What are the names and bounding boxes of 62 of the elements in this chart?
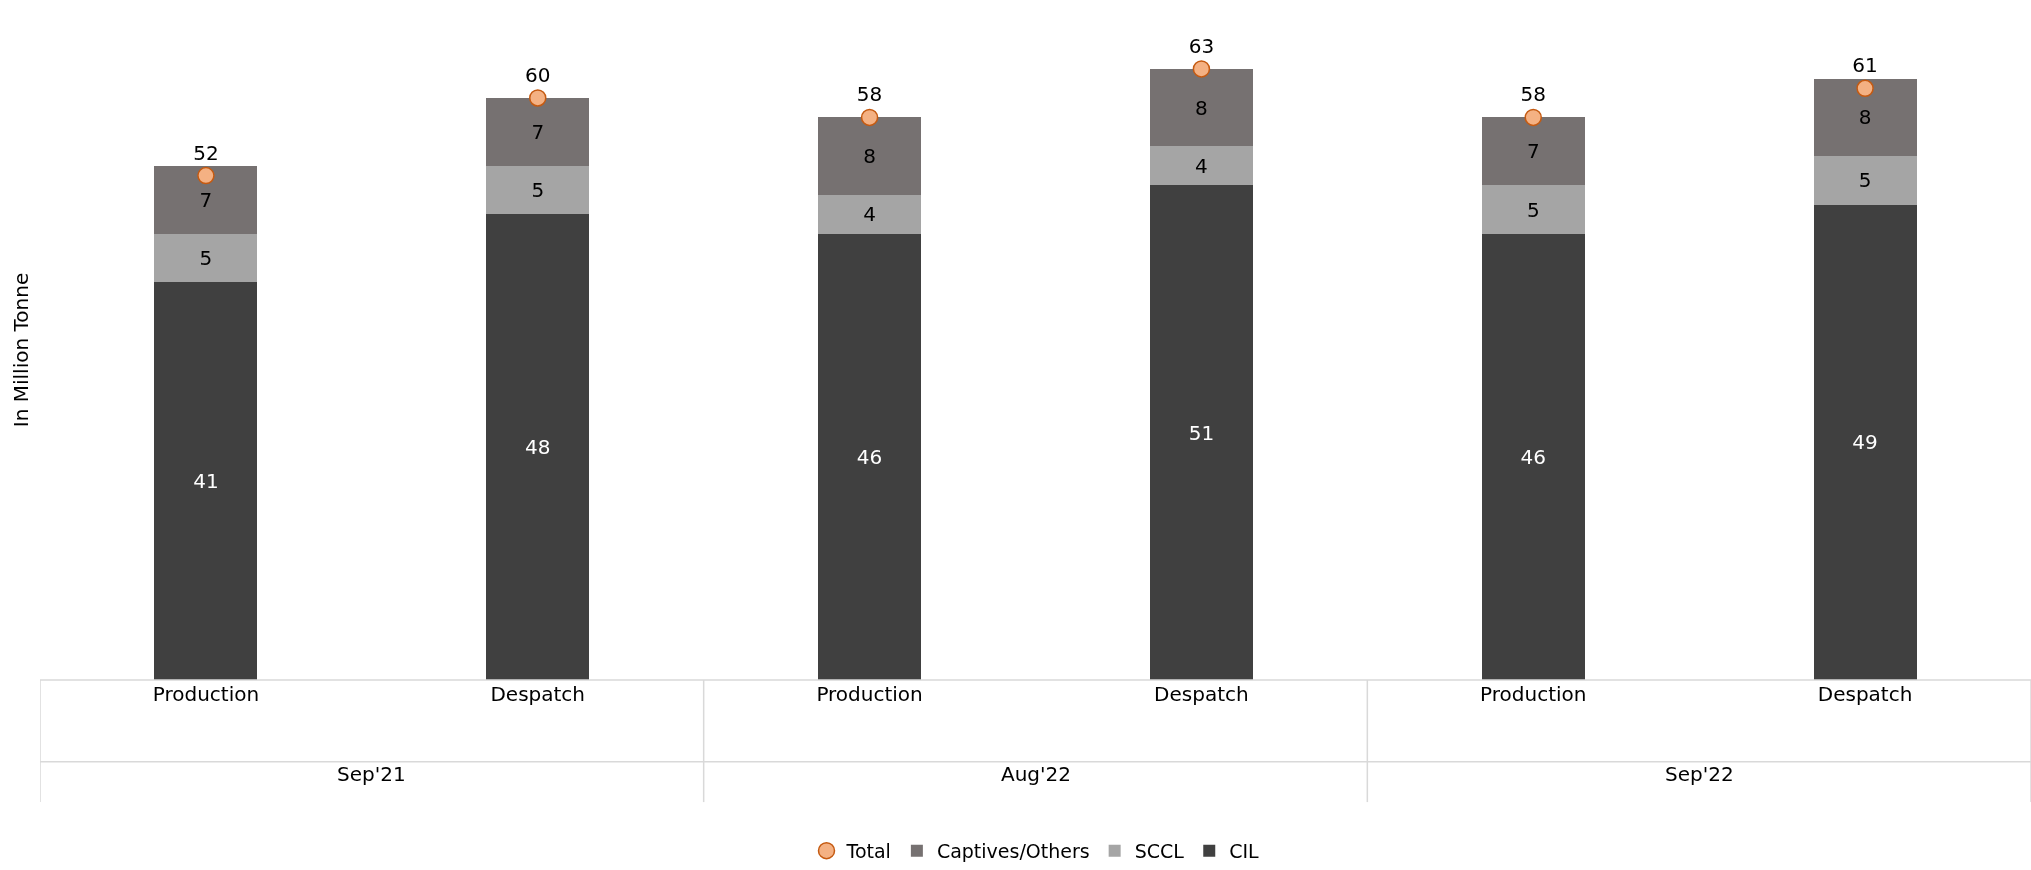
text: Sep'22 bbox=[1665, 762, 1734, 786]
bar bbox=[486, 214, 590, 680]
point bbox=[1192, 60, 1211, 78]
bar bbox=[1813, 156, 1917, 205]
point bbox=[197, 166, 215, 185]
bar bbox=[818, 233, 922, 680]
data-label: 58 bbox=[856, 82, 883, 107]
data-label: 5 bbox=[199, 246, 213, 271]
data-label: 7 bbox=[531, 119, 545, 144]
bar bbox=[1813, 78, 1917, 157]
data-label: 8 bbox=[1195, 95, 1208, 120]
bar bbox=[1149, 68, 1253, 147]
x-tick-label: Despatch bbox=[490, 682, 586, 706]
legend-label: CIL bbox=[1229, 840, 1260, 863]
data-label: 5 bbox=[1526, 197, 1540, 222]
bar bbox=[486, 165, 590, 215]
data-label: 7 bbox=[1526, 139, 1540, 164]
data-label: 63 bbox=[1188, 33, 1215, 58]
bar bbox=[154, 165, 258, 234]
data-label: 58 bbox=[1520, 82, 1546, 107]
bar bbox=[1481, 185, 1585, 234]
bar bbox=[1481, 117, 1585, 186]
bar bbox=[154, 233, 258, 283]
data-label: 4 bbox=[1195, 153, 1208, 178]
data-label: 46 bbox=[1520, 444, 1546, 469]
data-label: 5 bbox=[1858, 168, 1872, 193]
data-label: 8 bbox=[1858, 105, 1872, 130]
point bbox=[860, 108, 879, 127]
text: Sep'21 bbox=[337, 762, 406, 786]
x-tick-label: Despatch bbox=[1817, 682, 1913, 706]
x-tick-label: Production bbox=[1480, 682, 1587, 706]
bar bbox=[1149, 146, 1253, 186]
bar bbox=[1481, 233, 1585, 680]
bar bbox=[818, 194, 922, 234]
data-label: 49 bbox=[1852, 430, 1878, 455]
x-tick-label: Production bbox=[152, 682, 260, 706]
data-label: 60 bbox=[525, 62, 551, 87]
data-label: 51 bbox=[1188, 420, 1215, 445]
data-label: 7 bbox=[199, 187, 213, 212]
point bbox=[529, 89, 547, 107]
data-label: 46 bbox=[856, 444, 883, 469]
y-axis-title: In Million Tonne bbox=[8, 272, 33, 428]
bar bbox=[1813, 204, 1917, 680]
bar bbox=[818, 117, 922, 195]
data-label: 41 bbox=[193, 469, 219, 494]
legend-label: Total bbox=[845, 840, 891, 863]
x-tick-label: Production bbox=[816, 682, 923, 706]
text: Aug'22 bbox=[1001, 762, 1071, 786]
point bbox=[1856, 79, 1874, 98]
x-tick-label: Despatch bbox=[1154, 682, 1249, 706]
data-label: 48 bbox=[525, 435, 551, 460]
data-label: 5 bbox=[531, 178, 545, 203]
bar bbox=[154, 282, 258, 680]
data-label: 8 bbox=[863, 144, 876, 169]
data-label: 52 bbox=[193, 140, 219, 165]
bar bbox=[1149, 185, 1253, 680]
legend-label: Captives/Others bbox=[936, 840, 1090, 863]
bar bbox=[486, 97, 590, 166]
data-label: 61 bbox=[1852, 53, 1878, 78]
point bbox=[1524, 108, 1542, 127]
data-label: 4 bbox=[863, 202, 876, 227]
legend-label: SCCL bbox=[1134, 840, 1185, 863]
